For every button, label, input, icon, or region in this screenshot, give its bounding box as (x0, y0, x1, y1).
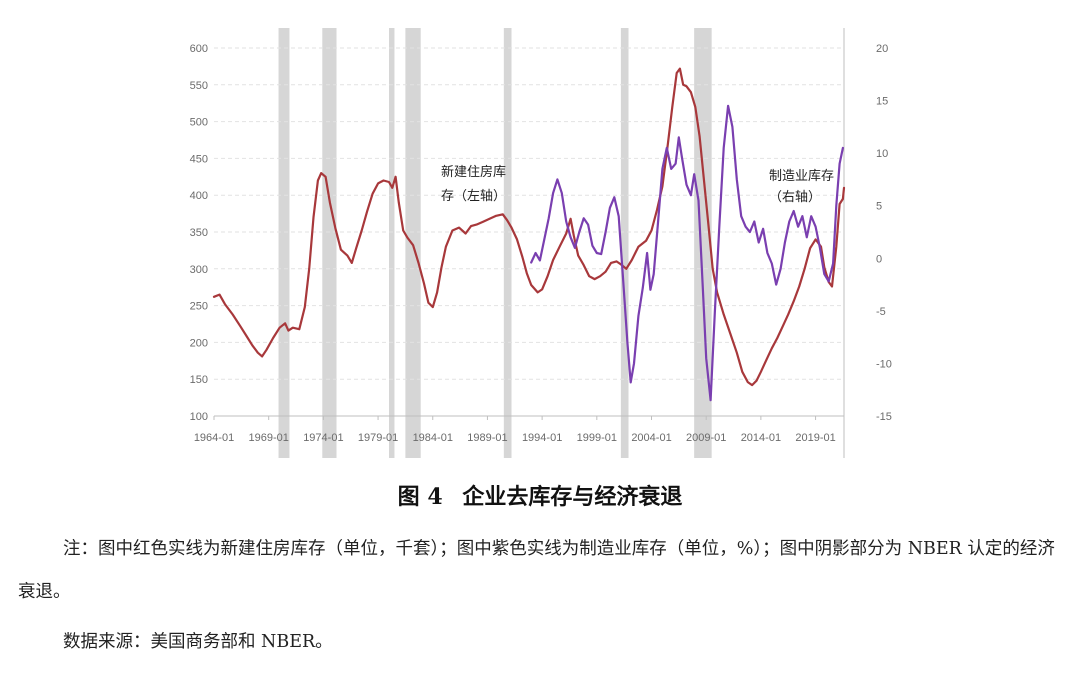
x-tick-label: 1974-01 (303, 432, 343, 444)
figure-note: 注：图中红色实线为新建住房库存（单位，千套）；图中紫色实线为制造业库存（单位，%… (18, 528, 1068, 614)
y-left-tick-label: 250 (190, 301, 208, 313)
x-tick-label: 1969-01 (249, 432, 289, 444)
y-left-tick-label: 400 (190, 190, 208, 202)
y-right-tick-label: 15 (876, 96, 888, 108)
x-tick-label: 2004-01 (631, 432, 671, 444)
y-left-tick-label: 300 (190, 264, 208, 276)
y-left-tick-label: 200 (190, 337, 208, 349)
x-tick-label: 2019-01 (795, 432, 835, 444)
y-left-tick-label: 150 (190, 374, 208, 386)
figure-caption: 企业去库存与经济衰退 (462, 484, 683, 510)
annotation-housing-line2: 存（左轴） (441, 189, 506, 204)
x-tick-label: 1989-01 (467, 432, 507, 444)
x-tick-label: 1999-01 (577, 432, 617, 444)
y-left-tick-label: 450 (190, 153, 208, 165)
chart-canvas: 100150200250300350400450500550600-15-10-… (190, 28, 892, 458)
figure-title: 图 4 企业去库存与经济衰退 (0, 479, 1080, 511)
annotation-housing-line1: 新建住房库 (441, 164, 506, 180)
y-left-tick-label: 600 (190, 43, 208, 55)
recession-band-3 (405, 28, 421, 458)
recession-band-2 (389, 28, 395, 458)
recession-band-0 (278, 28, 290, 458)
x-tick-label: 1964-01 (194, 432, 234, 444)
axes: 100150200250300350400450500550600-15-10-… (190, 28, 892, 458)
y-left-tick-label: 550 (190, 80, 208, 92)
series-layer (212, 67, 846, 402)
y-right-tick-label: -5 (876, 306, 886, 318)
y-right-tick-label: 10 (876, 148, 888, 160)
x-tick-label: 2014-01 (741, 432, 781, 444)
y-left-tick-label: 500 (190, 117, 208, 129)
note-label: 注： (63, 539, 98, 559)
recession-band-1 (322, 28, 337, 458)
x-tick-label: 1979-01 (358, 432, 398, 444)
x-tick-label: 1984-01 (413, 432, 453, 444)
series-line-housing-inventory (212, 67, 846, 387)
recession-band-4 (503, 28, 512, 458)
y-right-tick-label: 20 (876, 43, 888, 55)
gridlines (214, 47, 844, 380)
recession-shading-layer (278, 28, 712, 458)
x-tick-label: 1994-01 (522, 432, 562, 444)
note-text: 图中红色实线为新建住房库存（单位，千套）；图中紫色实线为制造业库存（单位，%）；… (18, 539, 1055, 602)
y-right-tick-label: 5 (876, 201, 882, 213)
y-right-tick-label: -15 (876, 411, 892, 423)
annotation-manufacturing-line1: 制造业库存 (769, 168, 834, 184)
y-right-tick-label: -10 (876, 358, 892, 370)
recession-band-5 (620, 28, 629, 458)
y-left-tick-label: 350 (190, 227, 208, 239)
y-right-tick-label: 0 (876, 253, 882, 265)
series-line-manufacturing-inventory (530, 104, 844, 402)
y-left-tick-label: 100 (190, 411, 208, 423)
figure-number: 图 4 (397, 484, 443, 510)
annotation-manufacturing-line2: （右轴） (769, 190, 821, 205)
data-source: 数据来源：美国商务部和 NBER。 (63, 632, 333, 652)
x-tick-label: 2009-01 (686, 432, 726, 444)
